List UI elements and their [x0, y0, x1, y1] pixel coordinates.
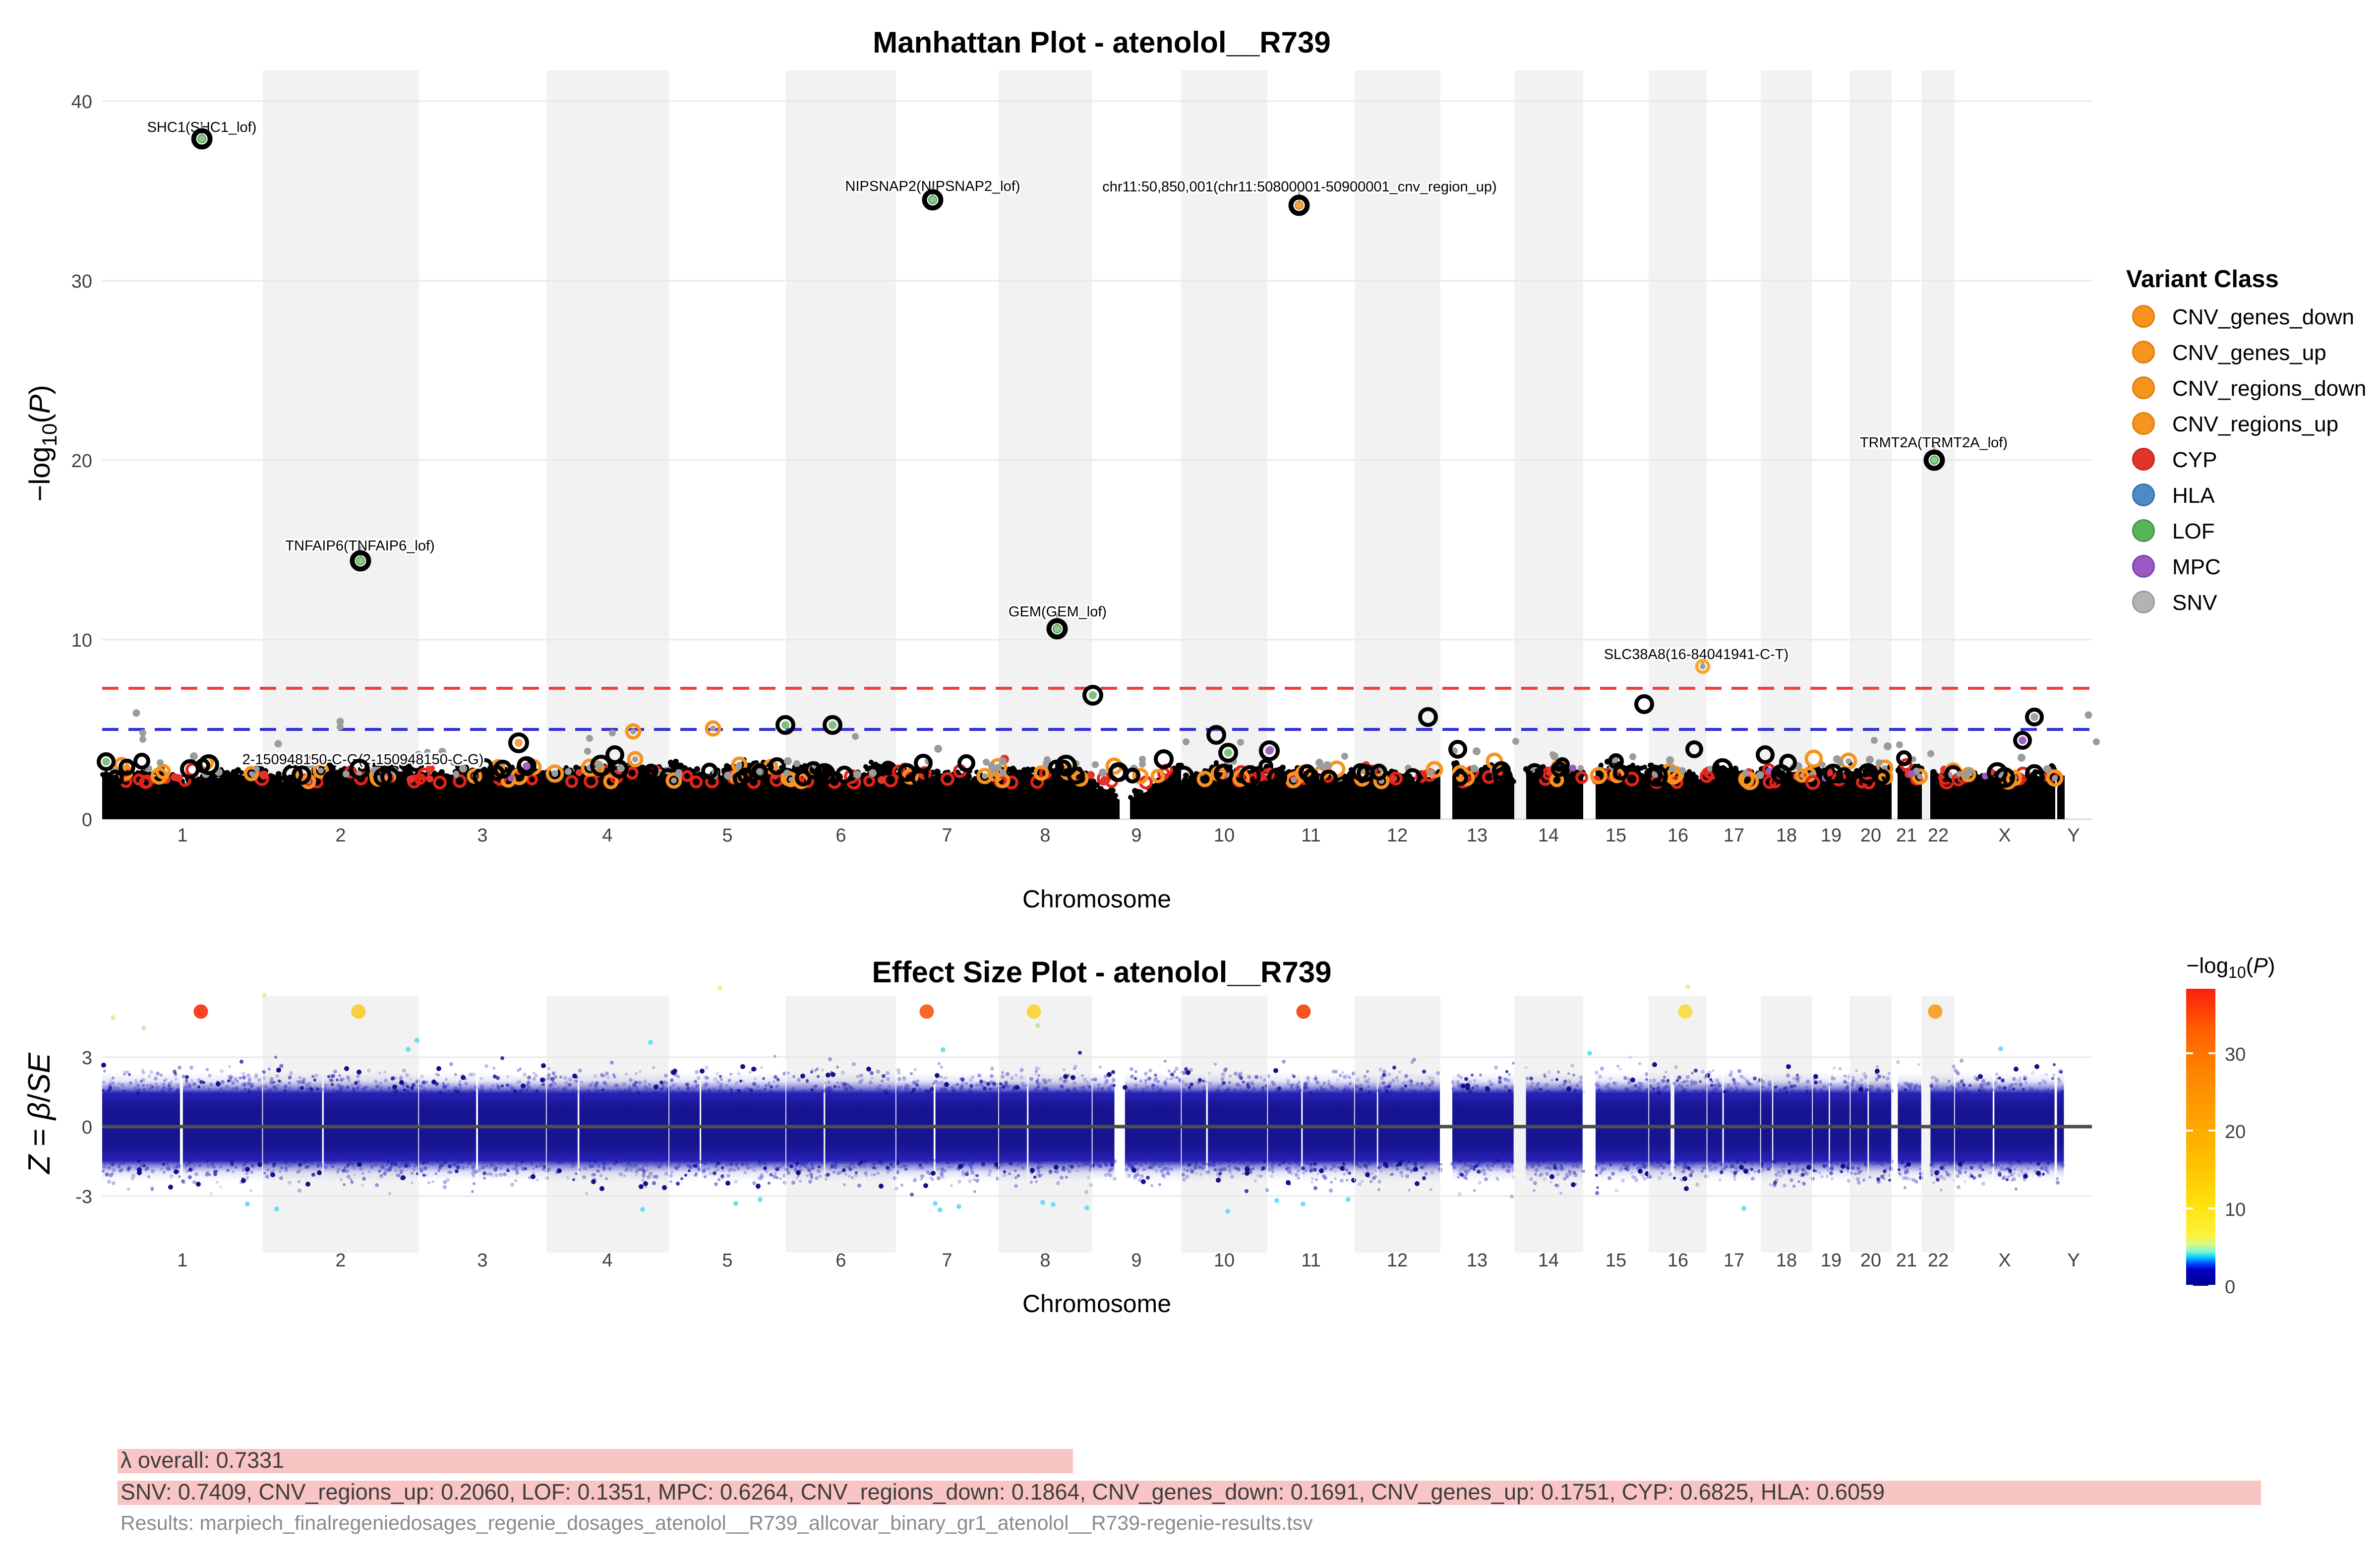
svg-text:22: 22: [1928, 825, 1949, 846]
svg-text:20: 20: [1860, 825, 1881, 846]
svg-text:17: 17: [1724, 825, 1744, 846]
svg-text:CNV_regions_up: CNV_regions_up: [2172, 412, 2338, 436]
svg-text:0: 0: [82, 1117, 92, 1138]
svg-text:HLA: HLA: [2172, 483, 2215, 508]
svg-text:10: 10: [1214, 825, 1235, 846]
svg-text:7: 7: [942, 825, 952, 846]
svg-text:30: 30: [71, 271, 92, 292]
svg-text:Variant Class: Variant Class: [2126, 266, 2279, 293]
svg-text:5: 5: [722, 825, 732, 846]
svg-text:Chromosome: Chromosome: [1022, 885, 1171, 913]
svg-text:3: 3: [477, 825, 487, 846]
svg-text:Effect Size Plot - atenolol__R: Effect Size Plot - atenolol__R739: [872, 956, 1332, 989]
svg-text:16: 16: [1667, 825, 1688, 846]
svg-text:−log10(P): −log10(P): [24, 385, 61, 501]
svg-text:20: 20: [71, 451, 92, 472]
svg-text:6: 6: [835, 825, 846, 846]
svg-text:CNV_genes_up: CNV_genes_up: [2172, 341, 2326, 365]
svg-text:13: 13: [1467, 825, 1488, 846]
svg-text:8: 8: [1040, 825, 1050, 846]
svg-text:10: 10: [71, 630, 92, 651]
svg-text:SLC38A8(16-84041941-C-T): SLC38A8(16-84041941-C-T): [1604, 647, 1788, 662]
svg-text:11: 11: [1301, 825, 1320, 846]
svg-text:2: 2: [335, 825, 346, 846]
svg-text:Manhattan Plot - atenolol__R73: Manhattan Plot - atenolol__R739: [873, 26, 1331, 59]
svg-text:21: 21: [1896, 825, 1917, 846]
svg-text:18: 18: [1776, 825, 1797, 846]
svg-text:Y: Y: [2067, 825, 2080, 846]
svg-text:MPC: MPC: [2172, 555, 2221, 579]
svg-text:LOF: LOF: [2172, 519, 2215, 543]
svg-text:SNV: SNV: [2172, 591, 2217, 615]
svg-text:Z = β/SE: Z = β/SE: [22, 1052, 57, 1175]
svg-text:9: 9: [1131, 825, 1141, 846]
svg-text:19: 19: [1821, 825, 1842, 846]
svg-text:40: 40: [71, 92, 92, 113]
svg-text:CYP: CYP: [2172, 448, 2217, 472]
svg-text:CNV_genes_down: CNV_genes_down: [2172, 305, 2354, 329]
svg-text:14: 14: [1538, 825, 1559, 846]
svg-text:12: 12: [1387, 825, 1408, 846]
svg-text:1: 1: [177, 825, 187, 846]
svg-text:15: 15: [1606, 825, 1626, 846]
svg-text:X: X: [1998, 825, 2011, 846]
svg-text:CNV_regions_down: CNV_regions_down: [2172, 376, 2366, 401]
svg-text:4: 4: [602, 825, 612, 846]
svg-text:-3: -3: [75, 1187, 92, 1207]
svg-text:3: 3: [82, 1048, 92, 1069]
svg-text:0: 0: [82, 810, 92, 831]
